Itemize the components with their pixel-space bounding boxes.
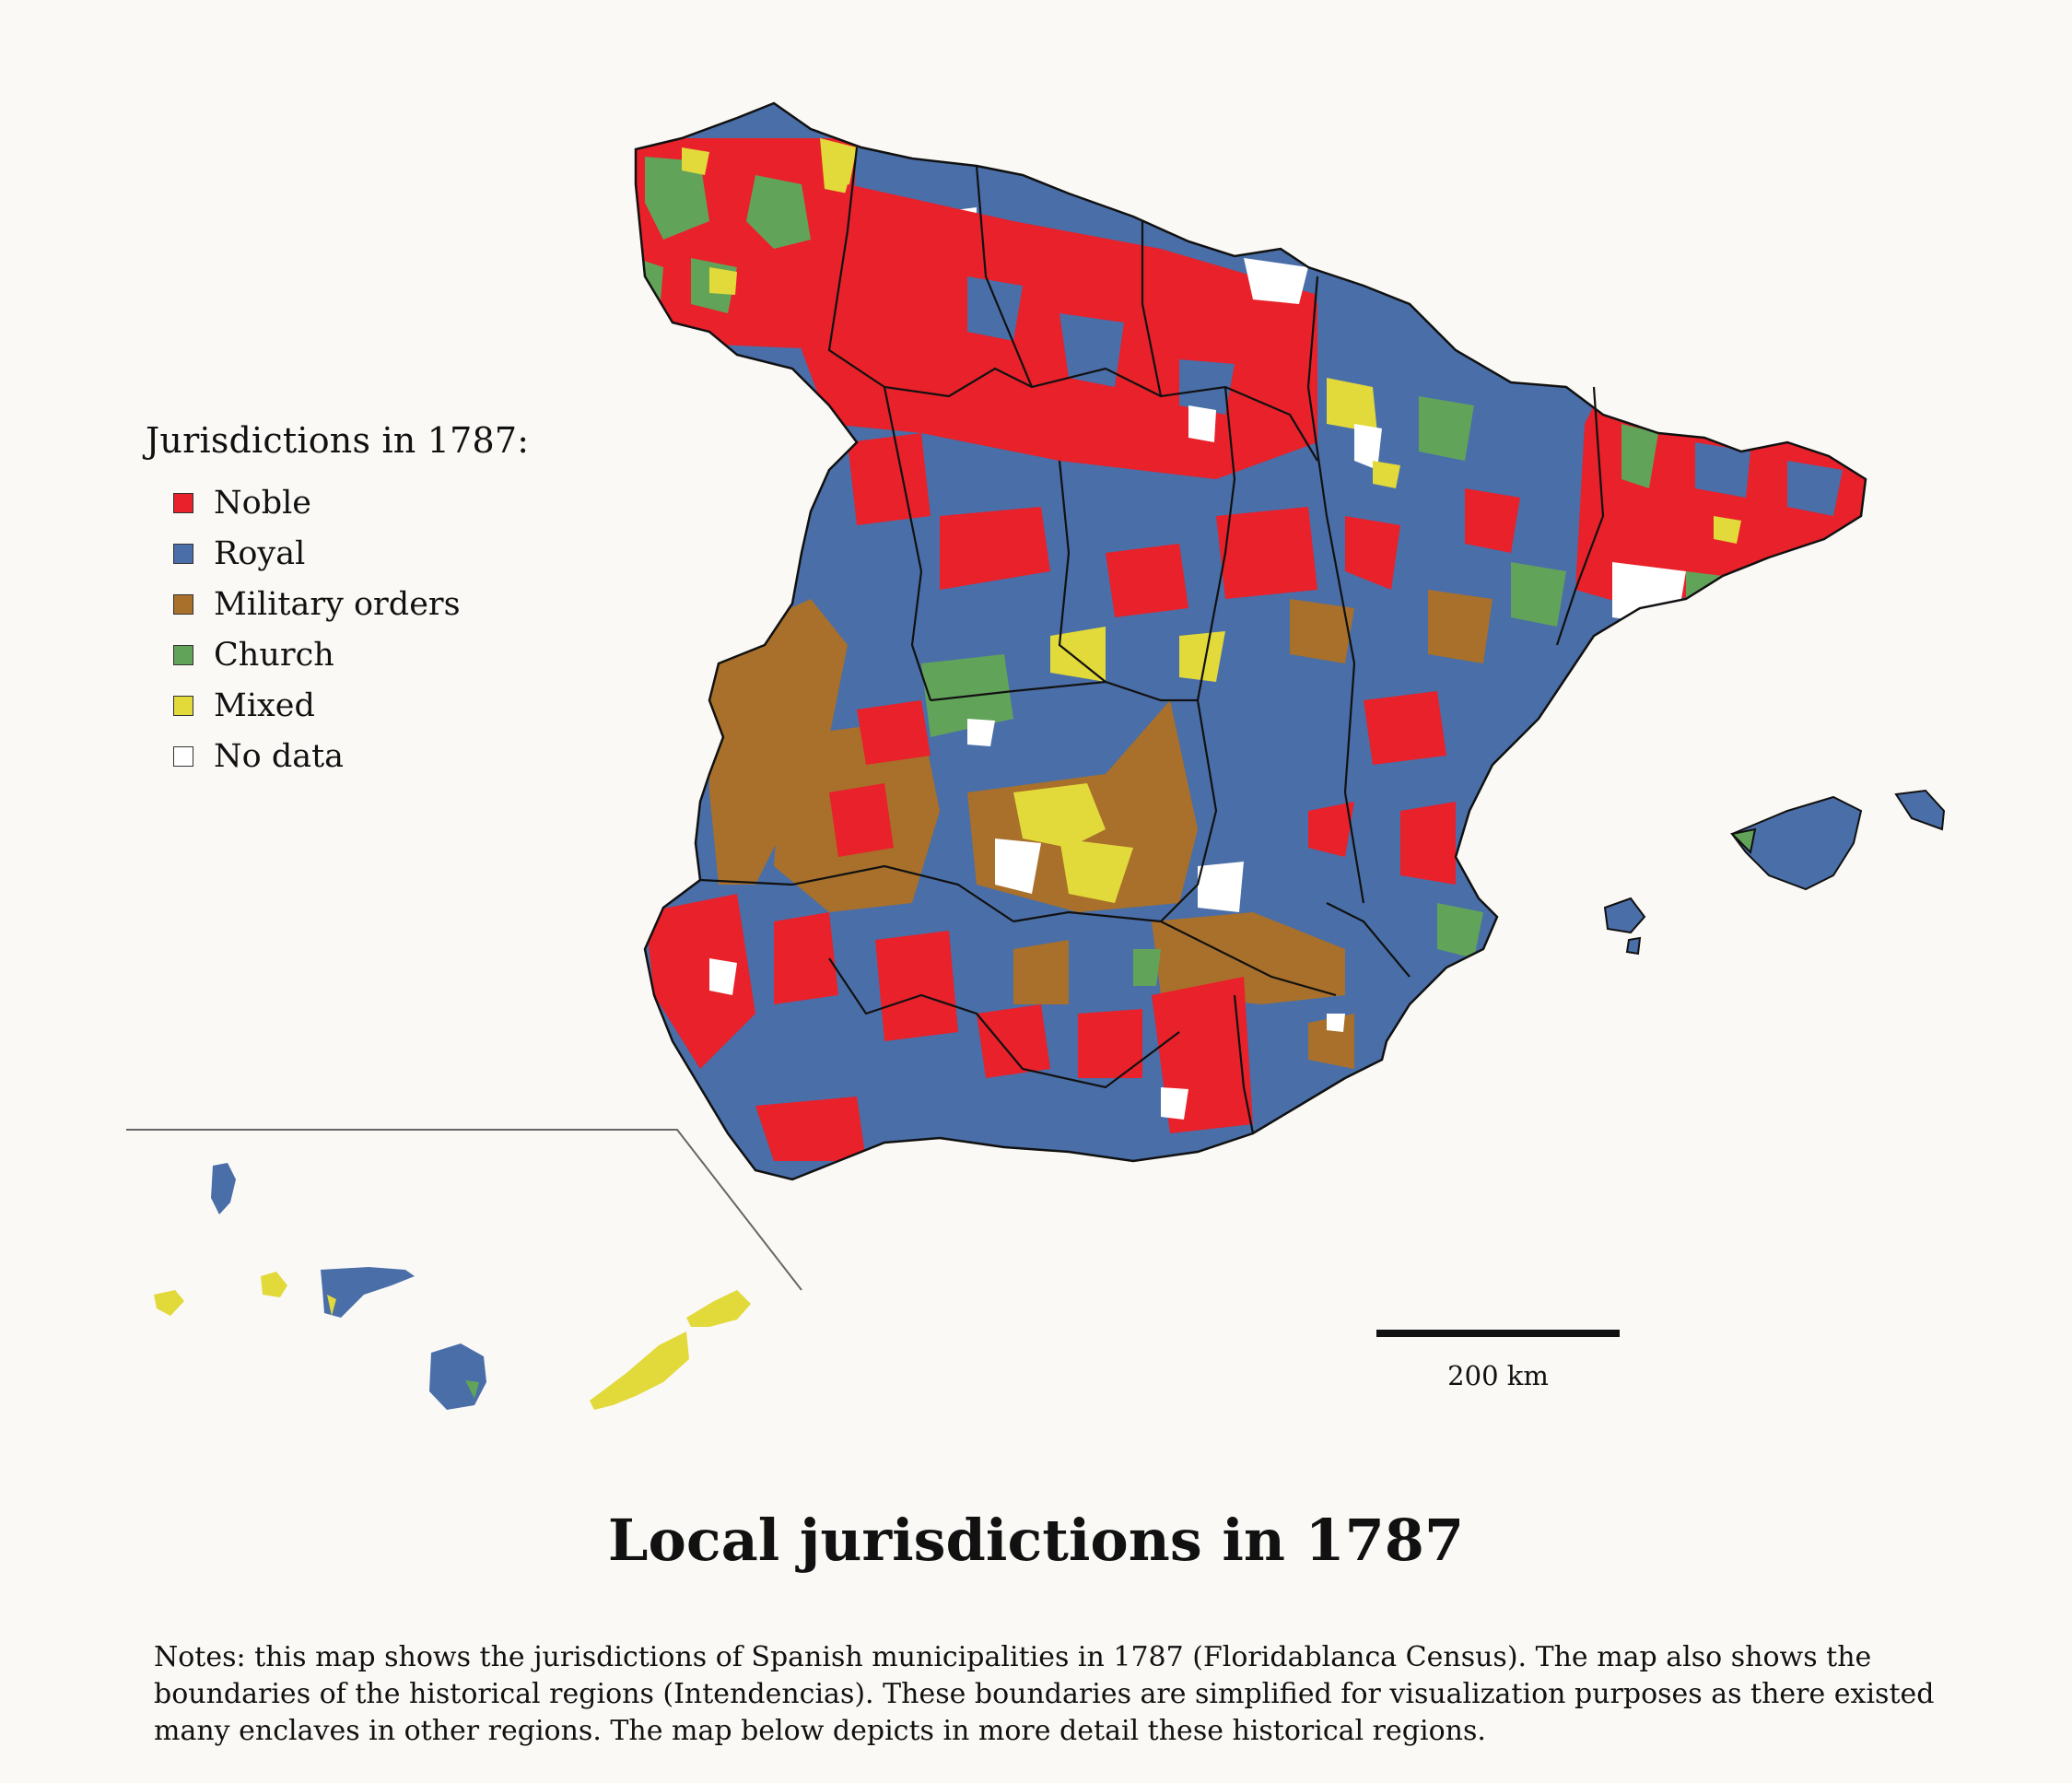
- legend-swatch: [173, 543, 193, 564]
- map-title: Local jurisdictions in 1787: [607, 1507, 1465, 1574]
- intendencia-boundaries: [699, 147, 1605, 1134]
- canary-islands-inset: [154, 1163, 751, 1410]
- balearic-islands: [1603, 789, 1946, 956]
- legend-label: Military orders: [214, 585, 461, 623]
- spain-mainland: [634, 101, 1867, 1181]
- legend-item-church: Church: [146, 629, 529, 680]
- legend-title: Jurisdictions in 1787:: [146, 420, 530, 461]
- legend-swatch: [173, 644, 193, 665]
- legend-item-no-data: No data: [146, 731, 529, 781]
- inset-separator-line: [126, 1129, 802, 1291]
- scale-bar: [1376, 1330, 1620, 1337]
- legend: Jurisdictions in 1787: Noble Royal Milit…: [146, 420, 529, 781]
- legend-swatch: [173, 593, 193, 615]
- map-notes: Notes: this map shows the jurisdictions …: [154, 1641, 1935, 1747]
- legend-label: No data: [214, 737, 345, 775]
- legend-label: Church: [214, 636, 334, 674]
- legend-item-noble: Noble: [146, 477, 529, 528]
- legend-item-military-orders: Military orders: [146, 579, 529, 629]
- legend-label: Royal: [214, 534, 306, 572]
- legend-swatch: [173, 492, 193, 513]
- legend-swatch: [173, 695, 193, 716]
- legend-label: Mixed: [214, 686, 315, 724]
- legend-swatch: [173, 745, 193, 767]
- legend-item-royal: Royal: [146, 528, 529, 579]
- legend-label: Noble: [214, 484, 312, 522]
- scale-bar-label: 200 km: [1447, 1360, 1549, 1391]
- legend-item-mixed: Mixed: [146, 680, 529, 731]
